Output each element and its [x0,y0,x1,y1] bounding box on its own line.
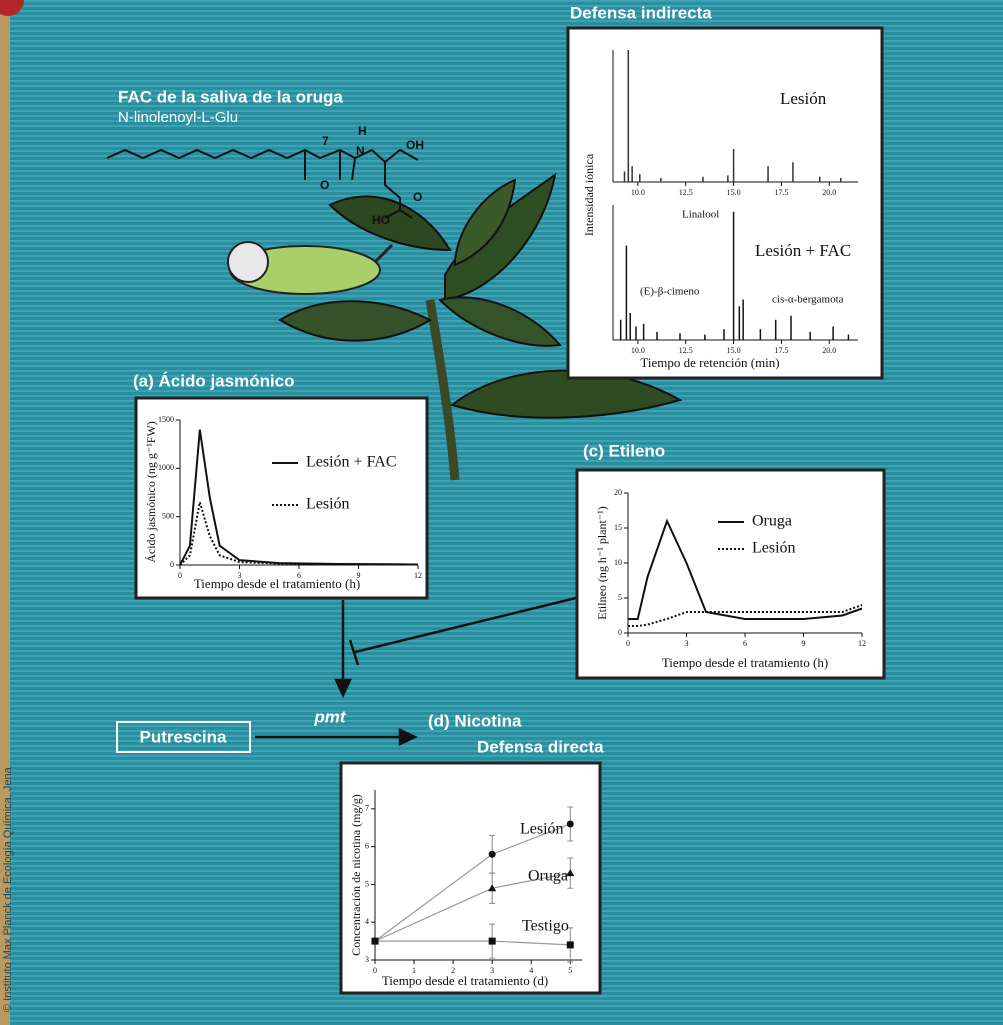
x-tick-label: 9 [357,571,361,580]
y-tick-label: 3 [365,955,369,964]
chart-title: Defensa indirecta [570,3,712,22]
chart-title: (c) Etileno [583,441,665,460]
caterpillar [228,242,392,294]
x-tick-label: 12.5 [679,346,693,355]
y-tick-label: 10 [614,558,622,567]
x-tick-label: 15.0 [727,188,741,197]
atom-label: O [320,178,329,192]
x-tick-label: 9 [802,639,806,648]
substrate: Putrescina [140,727,227,746]
y-tick-label: 500 [162,511,174,520]
x-tick-label: 3 [490,966,494,975]
y-tick-label: 4 [365,917,369,926]
x-tick-label: 4 [529,966,533,975]
arrows [255,598,576,744]
chart-frame [568,28,882,378]
y-tick-label: 0 [170,560,174,569]
x-tick-label: 0 [626,639,630,648]
x-tick-label: 20.0 [822,188,836,197]
x-tick-label: 2 [451,966,455,975]
chart-frame [577,470,884,678]
panel-label: Lesión [780,89,827,108]
x-tick-label: 5 [568,966,572,975]
x-tick-label: 3 [685,639,689,648]
legend-label: Lesión [752,540,796,557]
x-tick-label: 6 [297,571,301,580]
series-label: Lesión [520,821,564,838]
y-tick-label: 1000 [158,463,174,472]
credit: © Instituto Max Planck de Ecología Quími… [2,766,14,1012]
x-tick-label: 12.5 [679,188,693,197]
x-tick-label: 17.5 [774,346,788,355]
x-tick-label: 0 [178,571,182,580]
enzyme: pmt [313,707,347,726]
page: FAC de la saliva de la oruga N-linolenoyl… [0,0,1003,1025]
x-tick-label: 12 [414,571,422,580]
y-axis-label: Concentración de nicotina (mg/g) [349,794,363,956]
marker [372,938,379,945]
annotation: Linalool [682,209,719,221]
y-tick-label: 5 [618,593,622,602]
series-label: Testigo [522,918,569,935]
x-axis-label: Tiempo de retención (min) [640,355,779,370]
marker [489,851,496,858]
x-tick-label: 0 [373,966,377,975]
fac-title: FAC de la saliva de la oruga [118,87,343,106]
y-tick-label: 0 [618,628,622,637]
legend-label: Lesión + FAC [306,454,397,471]
x-axis-label: Tiempo desde el tratamiento (d) [382,973,548,988]
figure: FAC de la saliva de la oruga N-linolenoyl… [0,0,1003,1025]
atom-label: OH [406,138,424,152]
x-tick-label: 6 [743,639,747,648]
legend-label: Lesión [306,496,350,513]
fac-subtitle: N-linolenoyl-L-Glu [118,109,238,126]
marker [489,938,496,945]
marker [567,821,574,828]
y-tick-label: 20 [614,488,622,497]
x-tick-label: 17.5 [774,188,788,197]
legend-label: Oruga [752,513,792,530]
series-label: Oruga [528,868,568,885]
atom-label: O [413,190,422,204]
x-tick-label: 3 [238,571,242,580]
y-tick-label: 15 [614,523,622,532]
atom-label: N [356,144,365,158]
y-axis-label: Ácido jasmónico (ng g⁻¹FW) [144,421,158,563]
chart-title: (d) Nicotina [428,711,522,730]
x-axis-label: Tiempo desde el tratamiento (h) [194,576,360,591]
atom-label: H [358,124,367,138]
x-tick-label: 20.0 [822,346,836,355]
annotation: (E)-β-cimeno [640,286,700,298]
marker [567,941,574,948]
y-axis-label: Intensidad iónica [582,153,596,236]
x-tick-label: 15.0 [727,346,741,355]
y-tick-label: 1500 [158,415,174,424]
y-tick-label: 5 [365,879,369,888]
x-tick-label: 10.0 [631,188,645,197]
y-axis-label: Etilneo (ng h⁻¹ plant⁻¹) [595,506,609,620]
y-tick-label: 7 [365,804,369,813]
x-tick-label: 12 [858,639,866,648]
x-tick-label: 10.0 [631,346,645,355]
panel-label: Lesión + FAC [755,241,851,260]
atom-label: 7 [322,134,329,148]
x-axis-label: Tiempo desde el tratamiento (h) [662,655,828,670]
chart-subtitle: Defensa directa [477,737,604,756]
x-tick-label: 1 [412,966,416,975]
annotation: cis-α-bergamota [772,294,844,306]
atom-label: HO [372,213,390,227]
y-tick-label: 6 [365,841,369,850]
chart-title: (a) Ácido jasmónico [133,371,295,390]
corner-badge [0,0,24,16]
